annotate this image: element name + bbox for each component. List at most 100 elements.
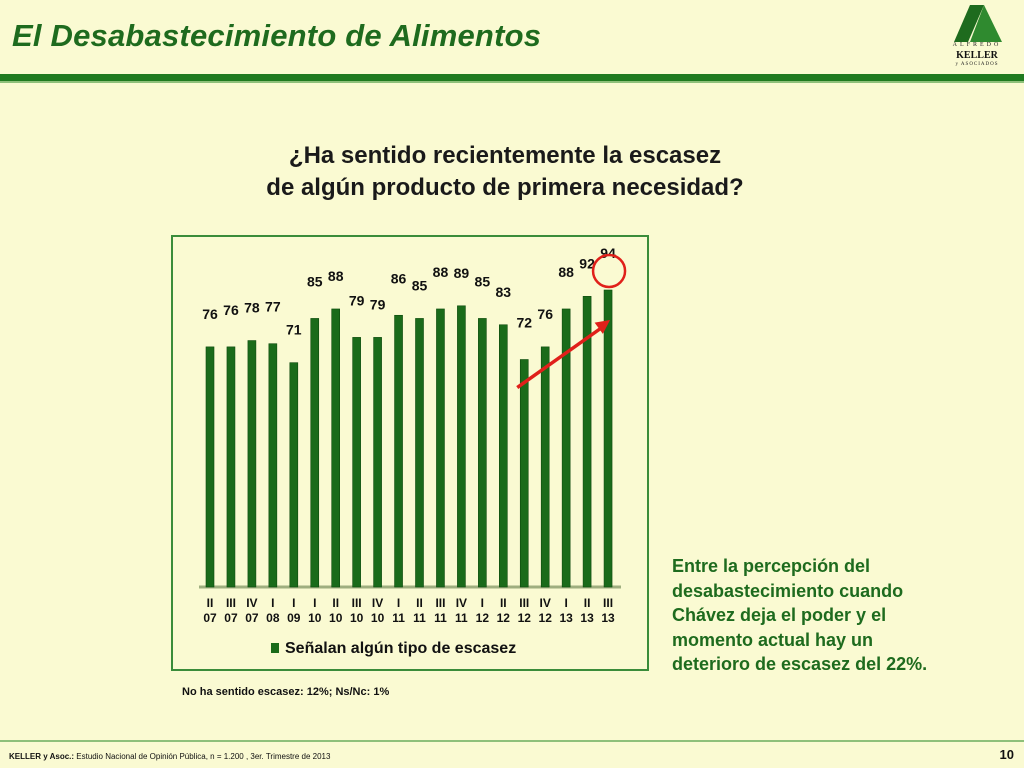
data-label: 76	[202, 306, 218, 322]
data-label: 79	[349, 292, 365, 308]
logo-text-top: ALFREDO	[952, 42, 1002, 48]
data-label: 88	[328, 268, 344, 284]
tick-label: 10	[329, 611, 343, 625]
data-label: 78	[244, 300, 260, 316]
footer-source: KELLER y Asoc.: Estudio Nacional de Opin…	[9, 752, 330, 761]
tick-label: I	[481, 596, 484, 610]
bar	[415, 318, 424, 588]
tick-label: IV	[456, 596, 467, 610]
commentary-line: desabastecimiento cuando	[672, 580, 904, 601]
logo-text-main: KELLER	[956, 50, 998, 61]
tick-label: 07	[224, 611, 238, 625]
tick-label: 11	[455, 611, 468, 625]
bar	[394, 314, 403, 588]
tick-label: 11	[392, 611, 405, 625]
tick-label: 10	[371, 611, 385, 625]
tick-label: 13	[559, 611, 573, 625]
page-number: 10	[999, 747, 1014, 762]
bar	[540, 346, 550, 588]
data-label: 79	[370, 296, 386, 312]
bar	[247, 340, 257, 588]
tick-label: IV	[372, 596, 383, 610]
title-rule	[0, 74, 1024, 81]
survey-question-line: de algún producto de primera necesidad?	[266, 174, 744, 201]
tick-label: 12	[539, 611, 553, 625]
data-label: 71	[286, 322, 302, 338]
tick-label: II	[416, 596, 423, 610]
data-label: 92	[579, 255, 595, 271]
tick-label: 11	[413, 611, 426, 625]
tick-label: III	[352, 596, 362, 610]
data-label: 85	[307, 273, 323, 289]
shortage-bar-chart: 76II0776III0778IV0777I0871I0985I1088II10…	[199, 245, 627, 657]
slide-title: El Desabastecimiento de Alimentos	[12, 18, 542, 53]
bar	[582, 296, 592, 588]
legend-label: Señalan algún tipo de escasez	[285, 640, 516, 657]
data-label: 77	[265, 299, 281, 315]
data-label: 88	[558, 264, 574, 280]
commentary-line: momento actual hay un	[672, 629, 874, 650]
survey-question: ¿Ha sentido recientemente la escasez de …	[160, 140, 850, 204]
data-label: 76	[223, 302, 239, 318]
bar	[373, 337, 382, 588]
bar	[498, 324, 508, 588]
tick-label: I	[397, 596, 400, 610]
tick-label: IV	[540, 596, 551, 610]
tick-label: III	[226, 596, 236, 610]
bar	[205, 346, 215, 588]
commentary-text: Entre la percepción del desabastecimiento…	[672, 554, 972, 677]
footnote: No ha sentido escasez: 12%; Ns/Nc: 1%	[182, 686, 390, 698]
logo-text-bottom: y ASOCIADOS	[955, 62, 999, 67]
tick-label: 12	[518, 611, 532, 625]
bar	[268, 343, 278, 588]
tick-label: 10	[350, 611, 364, 625]
commentary-line: deterioro de escasez del 22%.	[672, 654, 928, 674]
tick-label: II	[207, 596, 214, 610]
footer-source-text: Estudio Nacional de Opinión Pública, n =…	[76, 752, 331, 761]
trend-arrowhead-icon	[594, 320, 611, 334]
legend-swatch	[271, 643, 279, 653]
keller-logo: ALFREDO KELLER y ASOCIADOS	[940, 2, 1014, 76]
tick-label: III	[435, 596, 445, 610]
commentary-line: Chávez deja el poder y el	[672, 605, 887, 625]
data-label: 86	[391, 270, 407, 286]
tick-label: 08	[266, 611, 280, 625]
tick-label: 12	[497, 611, 511, 625]
data-label: 76	[537, 306, 553, 322]
tick-label: 11	[434, 611, 447, 625]
trend-arrow-line	[516, 324, 606, 389]
tick-label: III	[519, 596, 529, 610]
tick-label: 07	[245, 611, 259, 625]
footer-rule	[0, 740, 1024, 742]
tick-label: 13	[580, 611, 594, 625]
bar	[457, 305, 466, 588]
keller-logo-mark-icon	[954, 5, 1002, 42]
data-label: 83	[496, 284, 512, 300]
survey-question-line: ¿Ha sentido recientemente la escasez	[288, 142, 722, 169]
chart-frame	[171, 235, 649, 671]
tick-label: I	[564, 596, 567, 610]
bar	[603, 289, 613, 588]
data-label: 85	[475, 273, 491, 289]
highlight-circle	[591, 253, 627, 289]
bar	[519, 359, 529, 588]
tick-label: I	[292, 596, 295, 610]
tick-label: 10	[308, 611, 322, 625]
commentary-line: Entre la percepción del	[672, 556, 871, 576]
data-label: 89	[454, 265, 470, 281]
bar	[561, 308, 571, 588]
tick-label: IV	[246, 596, 257, 610]
tick-label: III	[603, 596, 613, 610]
tick-label: 12	[476, 611, 490, 625]
tick-label: II	[584, 596, 591, 610]
bar	[310, 318, 320, 588]
bar	[436, 308, 445, 588]
tick-label: 09	[287, 611, 301, 625]
bar	[352, 337, 361, 588]
data-label: 72	[516, 315, 532, 331]
bar	[289, 362, 299, 588]
data-label: 94	[600, 245, 616, 261]
tick-label: I	[271, 596, 274, 610]
bar	[478, 318, 487, 588]
data-label: 88	[433, 264, 449, 280]
